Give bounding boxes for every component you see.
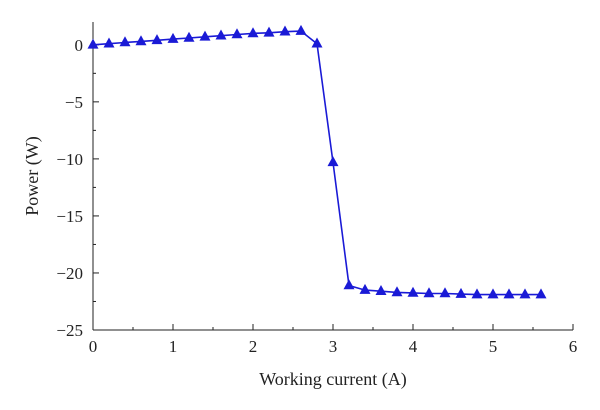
data-point-marker bbox=[151, 34, 163, 45]
x-tick-label: 2 bbox=[249, 337, 258, 356]
axes bbox=[92, 22, 573, 331]
data-point-marker bbox=[231, 28, 243, 39]
data-point-marker bbox=[295, 24, 307, 35]
data-point-marker bbox=[519, 288, 531, 299]
data-point-marker bbox=[135, 35, 147, 46]
data-point-marker bbox=[487, 288, 499, 299]
data-point-marker bbox=[439, 287, 451, 298]
y-tick-label: 0 bbox=[75, 36, 84, 55]
y-tick-label: −20 bbox=[56, 264, 83, 283]
data-point-marker bbox=[391, 286, 403, 297]
data-point-marker bbox=[375, 285, 387, 295]
data-point-marker bbox=[119, 36, 131, 47]
data-point-marker bbox=[215, 29, 227, 40]
x-tick-label: 0 bbox=[89, 337, 98, 356]
data-point-marker bbox=[455, 287, 467, 298]
data-point-marker bbox=[103, 37, 115, 48]
data-point-marker bbox=[503, 288, 515, 299]
data-point-marker bbox=[183, 31, 195, 42]
data-point-marker bbox=[535, 288, 547, 299]
data-point-marker bbox=[247, 27, 259, 38]
series-line bbox=[92, 30, 541, 296]
data-point-marker bbox=[423, 287, 435, 298]
data-point-marker bbox=[327, 156, 339, 167]
y-tick-label: −10 bbox=[56, 150, 83, 169]
y-tick-label: −5 bbox=[65, 93, 83, 112]
x-axis-ticks: 0 1 2 3 4 5 6 bbox=[89, 324, 578, 356]
x-axis-label: Working current (A) bbox=[259, 369, 407, 390]
data-point-marker bbox=[279, 25, 291, 36]
y-tick-label: −25 bbox=[56, 321, 83, 340]
data-point-marker bbox=[263, 26, 275, 37]
series-layer bbox=[87, 24, 547, 299]
y-tick-label: −15 bbox=[56, 207, 83, 226]
x-tick-label: 6 bbox=[569, 337, 578, 356]
data-point-marker bbox=[87, 38, 99, 49]
data-point-marker bbox=[407, 286, 419, 297]
data-point-marker bbox=[167, 32, 179, 43]
data-point-marker bbox=[359, 283, 371, 294]
x-tick-label: 5 bbox=[489, 337, 498, 356]
data-point-marker bbox=[199, 30, 211, 41]
data-point-marker bbox=[471, 288, 483, 299]
data-point-marker bbox=[311, 37, 323, 48]
x-tick-label: 1 bbox=[169, 337, 178, 356]
y-axis-label: Power (W) bbox=[22, 136, 43, 215]
x-tick-label: 3 bbox=[329, 337, 338, 356]
y-axis-ticks: 0 −5 −10 −15 −20 −25 bbox=[56, 36, 99, 340]
x-tick-label: 4 bbox=[409, 337, 418, 356]
data-point-marker bbox=[343, 279, 355, 290]
